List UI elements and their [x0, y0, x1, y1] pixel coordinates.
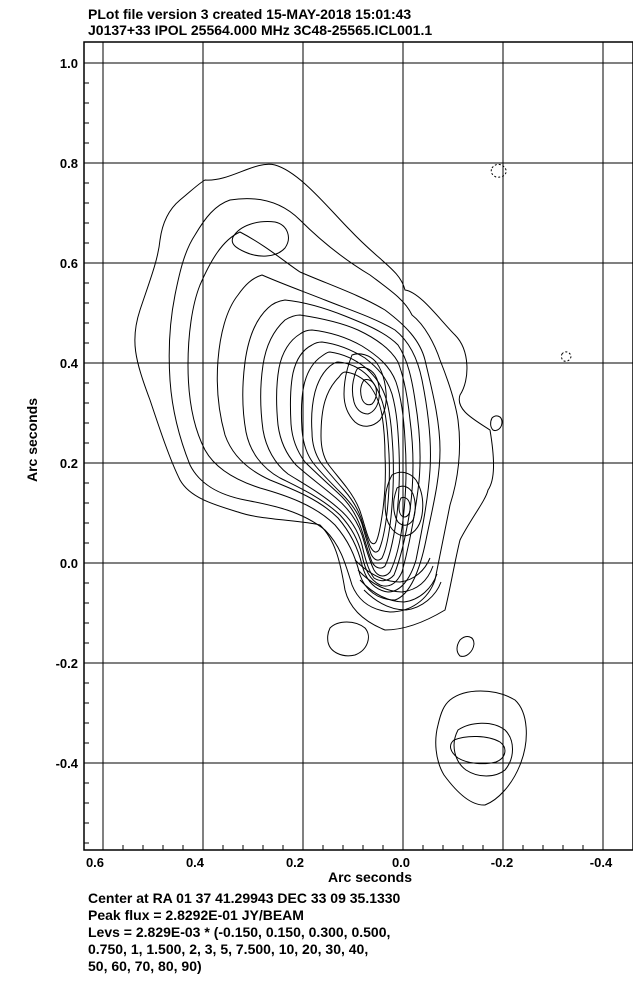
y-tick-0.6: 0.6 — [60, 256, 78, 271]
contour-peak-2-outer — [385, 472, 423, 536]
contour-blob-middle — [454, 723, 512, 776]
y-tick--0.2: -0.2 — [56, 656, 78, 671]
contour-level-7 — [277, 330, 406, 576]
contour-negative-right — [561, 352, 571, 361]
y-tick--0.4: -0.4 — [56, 756, 79, 771]
x-tick-0.4: 0.4 — [186, 855, 205, 870]
x-tick-0.2: 0.2 — [286, 855, 304, 870]
contour-level-10 — [312, 362, 390, 552]
y-tick-0.8: 0.8 — [60, 156, 78, 171]
contour-blob-inner — [451, 736, 505, 763]
axis-minor-ticks — [84, 83, 583, 850]
x-tick--0.4: -0.4 — [590, 855, 613, 870]
x-tick-labels: 0.6 0.4 0.2 0.0 -0.2 -0.4 — [86, 855, 613, 870]
y-tick-0.4: 0.4 — [60, 356, 79, 371]
footer-levels-line-1: Levs = 2.829E-03 * (-0.150, 0.150, 0.300… — [88, 924, 390, 940]
footer-center-coords: Center at RA 01 37 41.29943 DEC 33 09 35… — [88, 890, 400, 906]
contour-island-small — [457, 637, 474, 657]
x-axis-label: Arc seconds — [328, 869, 412, 885]
y-tick-labels: 1.0 0.8 0.6 0.4 0.2 0.0 -0.2 -0.4 — [56, 56, 79, 771]
footer-peak-flux: Peak flux = 2.8292E-01 JY/BEAM — [88, 907, 304, 923]
contour-island-top-left — [232, 222, 288, 257]
contour-lines — [135, 164, 571, 805]
contour-island-right — [491, 416, 502, 431]
footer-levels-line-2: 0.750, 1, 1.500, 2, 3, 5, 7.500, 10, 20,… — [88, 941, 368, 957]
contour-level-3 — [188, 232, 440, 600]
contour-level-6 — [261, 315, 413, 581]
y-axis-label: Arc seconds — [24, 398, 40, 482]
x-tick-0.6: 0.6 — [86, 855, 104, 870]
x-tick--0.2: -0.2 — [491, 855, 513, 870]
contour-negative-top — [491, 164, 506, 177]
y-tick-0.0: 0.0 — [60, 556, 78, 571]
y-tick-1.0: 1.0 — [60, 56, 78, 71]
x-tick-0.0: 0.0 — [392, 855, 410, 870]
y-tick-0.2: 0.2 — [60, 456, 78, 471]
footer-levels-line-3: 50, 60, 70, 80, 90) — [88, 958, 202, 974]
contour-island-bottom-left — [328, 622, 369, 656]
